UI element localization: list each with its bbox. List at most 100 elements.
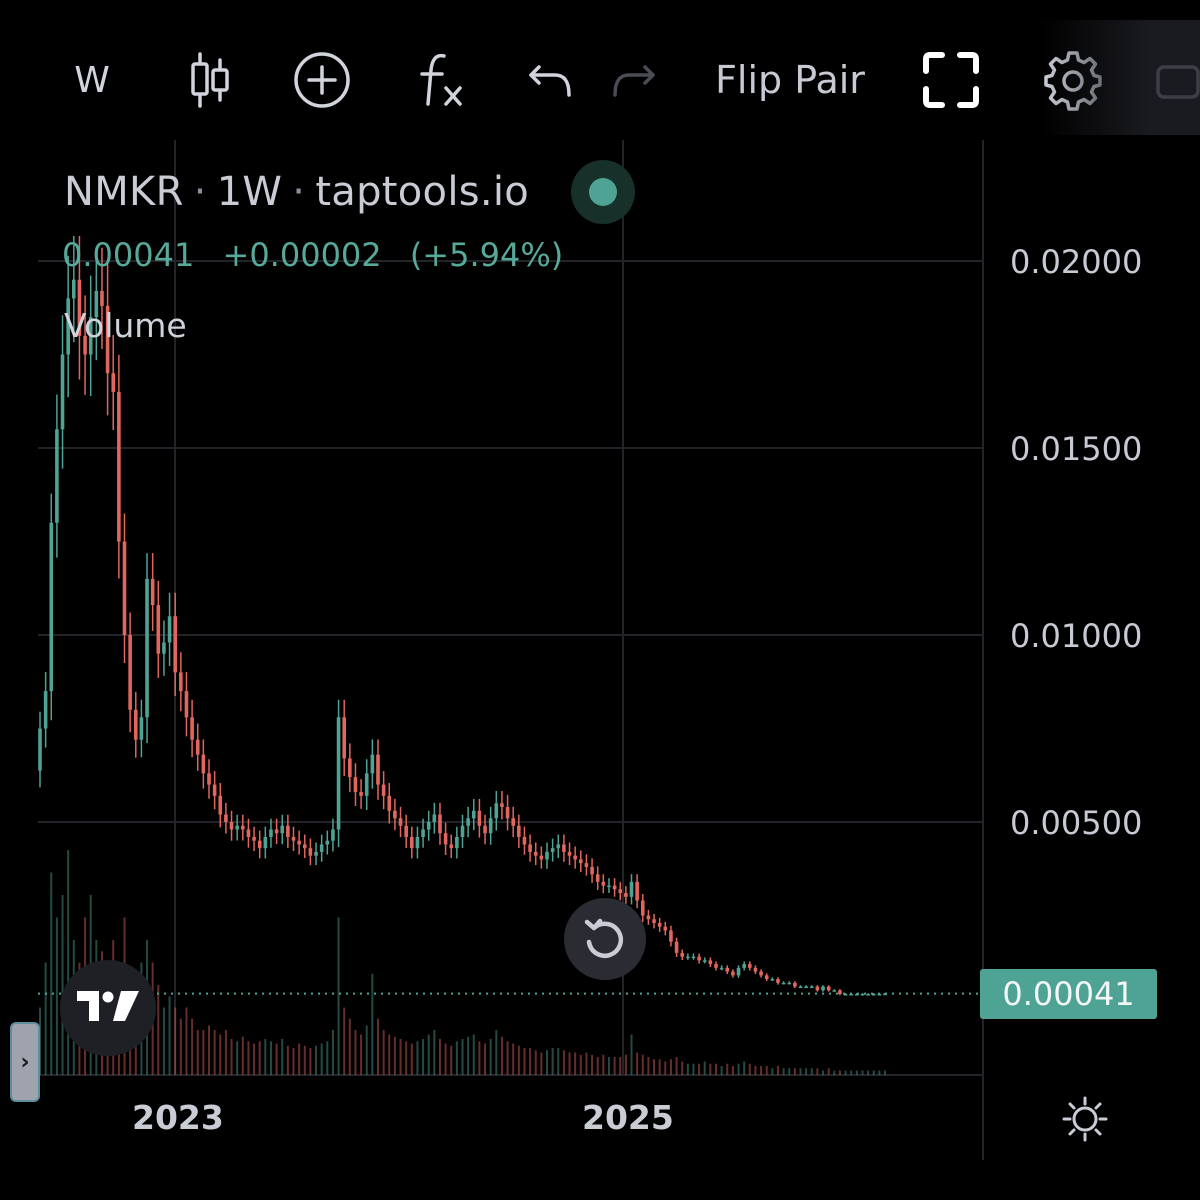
volume-bar [546, 1050, 548, 1075]
candle-body [809, 986, 814, 989]
volume-bar [393, 1036, 396, 1075]
candle-body [235, 825, 239, 830]
volume-bar [484, 1043, 487, 1075]
fullscreen-icon[interactable] [918, 48, 984, 112]
candle-body [179, 672, 183, 692]
volume-bar [354, 1030, 357, 1075]
chart-legend: NMKR · 1W · taptools.io [64, 160, 636, 224]
volume-bar [653, 1059, 656, 1075]
candle-body [111, 373, 116, 392]
volume-bar [743, 1061, 746, 1075]
volume-bar [884, 1070, 886, 1075]
volume-bar [579, 1054, 582, 1075]
function-icon[interactable] [408, 48, 472, 112]
chart-settings-icon[interactable] [1058, 1092, 1112, 1146]
volume-bar [664, 1061, 667, 1075]
current-price-tag: 0.00041 [980, 969, 1157, 1019]
volume-bar [219, 1034, 222, 1075]
candles-icon[interactable] [180, 48, 240, 112]
volume-bar [591, 1054, 594, 1075]
volume-bar [500, 1036, 503, 1075]
flip-pair-button[interactable]: Flip Pair [715, 58, 865, 102]
candle-body [579, 859, 583, 864]
volume-label[interactable]: Volume [64, 306, 187, 345]
candle-body [736, 967, 741, 976]
volume-bar [399, 1039, 402, 1075]
tradingview-logo[interactable] [60, 960, 156, 1056]
volume-bar [585, 1052, 588, 1075]
volume-bar [213, 1030, 216, 1075]
volume-bar [298, 1043, 301, 1075]
volume-bar [320, 1043, 323, 1075]
candle-body [156, 605, 161, 654]
volume-bar [686, 1063, 689, 1075]
candle-body [539, 855, 544, 860]
candle-body [815, 986, 820, 991]
volume-bar [331, 1030, 334, 1075]
candle-body [348, 758, 352, 778]
candle-body [139, 717, 144, 740]
volume-bar [681, 1061, 684, 1075]
volume-bar [438, 1039, 441, 1075]
volume-bar [472, 1034, 475, 1075]
candle-body [528, 844, 532, 852]
candle-body [759, 971, 763, 976]
volume-bar [568, 1052, 571, 1075]
market-status-icon[interactable] [571, 160, 636, 224]
volume-bar [737, 1063, 740, 1075]
candle-body [241, 825, 245, 830]
volume-bar [540, 1052, 543, 1075]
volume-bar [867, 1070, 870, 1075]
volume-bar [191, 1018, 194, 1075]
candle-body [849, 994, 853, 996]
redo-icon[interactable] [606, 48, 662, 112]
candle-body [556, 844, 561, 849]
legend-title: NMKR · 1W · taptools.io [64, 160, 636, 224]
volume-bar [529, 1048, 532, 1075]
side-panel-toggle[interactable]: › [10, 1022, 40, 1102]
candle-body [533, 851, 538, 856]
volume-bar [731, 1066, 734, 1075]
volume-bar [506, 1041, 509, 1075]
candle-body [443, 833, 448, 845]
volume-bar [179, 1018, 182, 1075]
candle-body [691, 956, 696, 959]
volume-bar [596, 1057, 599, 1075]
candle-body [488, 818, 493, 834]
volume-bar [833, 1070, 836, 1075]
volume-bar [827, 1068, 830, 1075]
volume-bar [162, 1007, 165, 1075]
candle-body [838, 990, 842, 995]
candle-body [742, 964, 746, 968]
volume-bar [512, 1043, 515, 1075]
volume-bar [247, 1041, 250, 1075]
candle-body [466, 818, 470, 826]
candle-body [263, 836, 268, 849]
chart-toolbar: W [0, 20, 1200, 140]
candle-body [257, 840, 262, 849]
candle-body [787, 982, 792, 985]
volume-bar [174, 1007, 177, 1075]
candle-body [708, 960, 713, 965]
add-circle-icon[interactable] [290, 48, 354, 112]
candle-body [460, 825, 465, 837]
candle-body [731, 971, 735, 976]
camera-icon[interactable] [1150, 48, 1200, 112]
candle-body [432, 814, 437, 822]
reset-chart-button[interactable] [564, 898, 646, 980]
candle-body [624, 893, 628, 897]
volume-bar [805, 1068, 808, 1075]
source-label: taptools.io [315, 169, 530, 215]
volume-bar [534, 1050, 537, 1075]
undo-icon[interactable] [522, 48, 578, 112]
volume-bar [669, 1059, 672, 1075]
symbol-label[interactable]: NMKR [64, 169, 184, 215]
last-price: 0.00041 [62, 236, 195, 274]
candle-body [595, 874, 600, 882]
candle-body [714, 964, 718, 968]
candle-body [826, 986, 831, 991]
candle-body [105, 305, 110, 374]
volume-bar [168, 996, 171, 1075]
candle-body [753, 967, 758, 972]
interval-button[interactable]: W [74, 59, 110, 101]
